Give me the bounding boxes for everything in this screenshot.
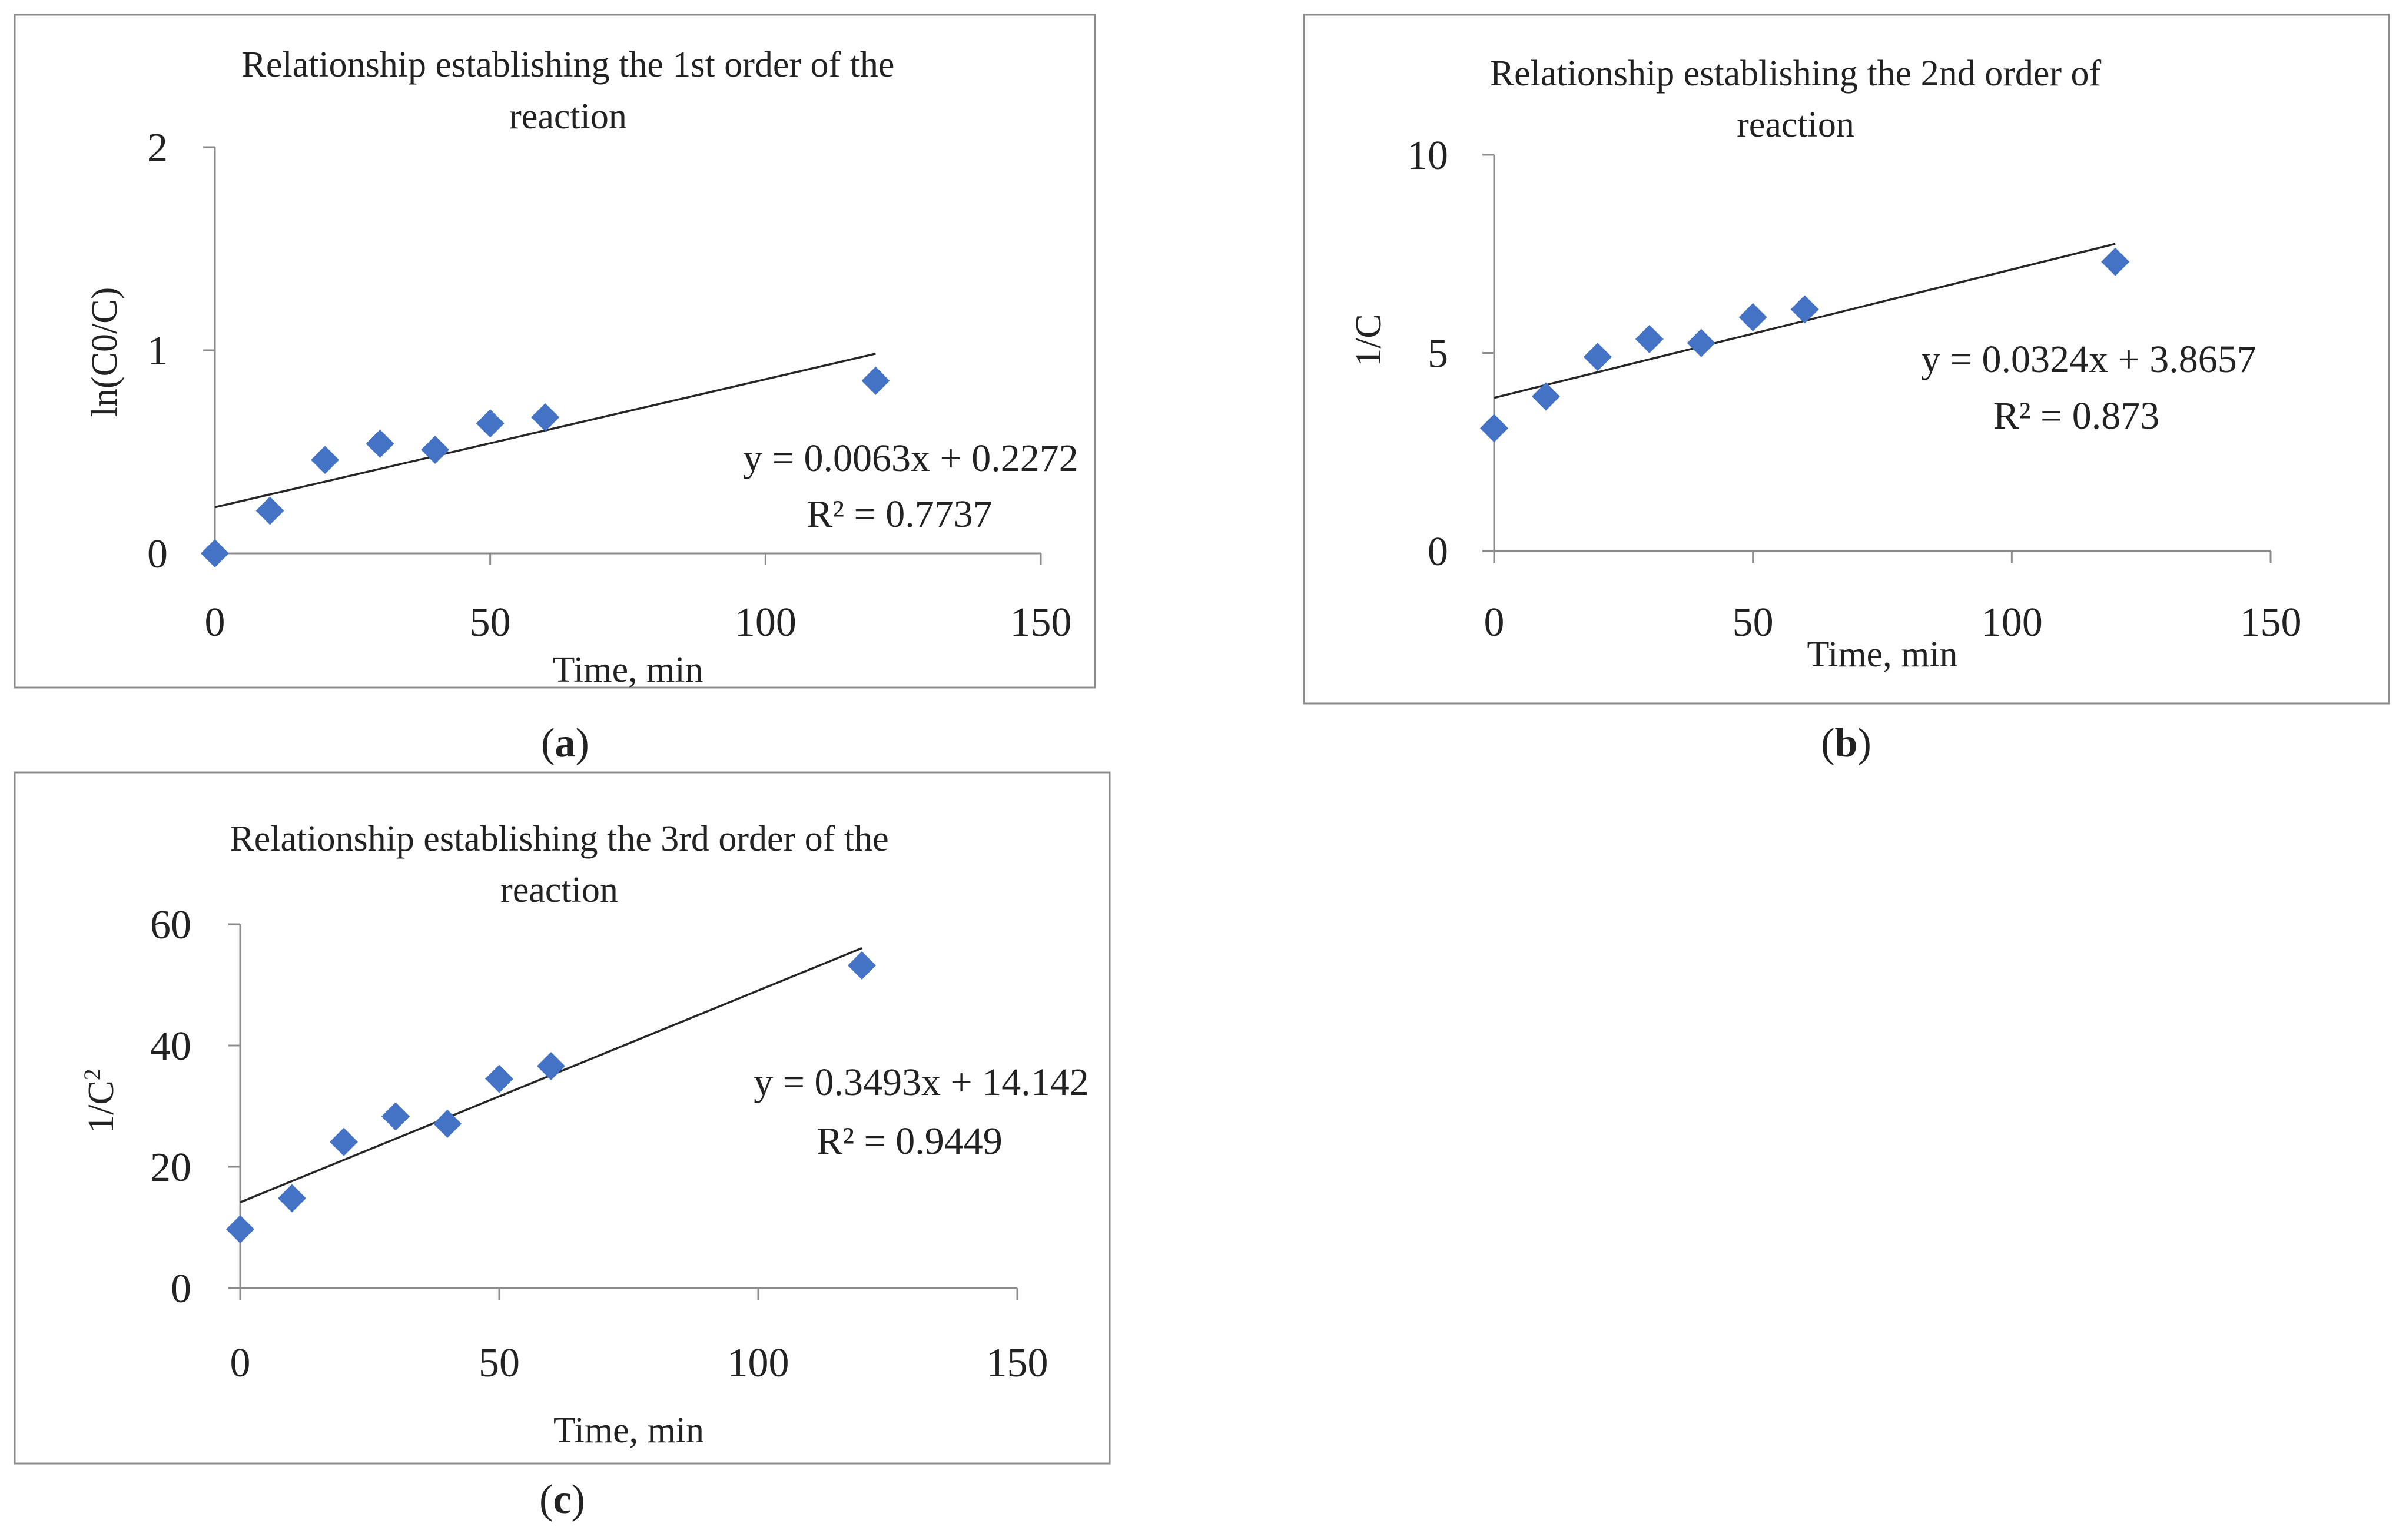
y-tick-label: 10: [1407, 133, 1448, 178]
data-point: [1687, 328, 1715, 357]
panel-label-close-paren: ): [1857, 721, 1871, 766]
panel-label-letter: a: [555, 721, 576, 766]
data-point: [226, 1215, 254, 1244]
y-axis-label: ln(C0/C): [85, 287, 125, 417]
chart-panel-b: Relationship establishing the 2nd order …: [1303, 14, 2390, 766]
y-tick-label: 0: [1428, 529, 1448, 575]
y-tick-label: 60: [150, 902, 191, 948]
chart-title-line: reaction: [1737, 105, 1854, 145]
panel-label-letter: c: [553, 1477, 571, 1522]
y-axis-label-superscript: 2: [79, 1068, 105, 1080]
y-axis-label-text: 1/C: [1349, 314, 1389, 367]
x-tick-label: 100: [735, 600, 797, 645]
y-tick-label: 40: [150, 1024, 191, 1069]
data-point: [381, 1102, 410, 1131]
data-point: [278, 1184, 306, 1213]
trendline-equation: y = 0.0063x + 0.2272: [743, 437, 1078, 480]
x-tick-label: 100: [1981, 600, 2043, 645]
panel-label-open-paren: (: [541, 721, 555, 766]
data-point: [1531, 382, 1560, 411]
data-point: [311, 446, 340, 474]
x-tick-label: 0: [230, 1340, 251, 1386]
x-axis-label: Time, min: [553, 1410, 704, 1451]
r-squared-label: R² = 0.7737: [807, 493, 993, 536]
chart-frame: [14, 771, 1111, 1465]
panel-label: (a): [541, 721, 589, 766]
data-point: [433, 1109, 462, 1138]
x-tick-label: 100: [728, 1340, 789, 1386]
chart-panel-a: Relationship establishing the 1st order …: [14, 14, 1096, 766]
data-point: [421, 436, 450, 464]
x-tick-label: 150: [2240, 600, 2302, 645]
y-axis-label: 1/C: [1349, 314, 1389, 367]
chart-frame: [14, 14, 1096, 689]
panel-label: (b): [1821, 721, 1871, 766]
panel-label: (c): [539, 1477, 585, 1522]
data-point: [1583, 343, 1612, 371]
panel-label-close-paren: ): [576, 721, 589, 766]
chart-title-line: reaction: [509, 97, 627, 137]
data-point: [2101, 247, 2130, 276]
panel-label-open-paren: (: [1821, 721, 1834, 766]
data-point: [330, 1127, 358, 1156]
data-point: [537, 1052, 565, 1081]
y-axis-label-text: ln(C0/C): [85, 287, 125, 417]
chart-title-line: reaction: [500, 870, 618, 910]
panel-label-letter: b: [1835, 721, 1858, 766]
x-tick-label: 150: [987, 1340, 1048, 1386]
chart-title-line: Relationship establishing the 1st order …: [242, 45, 895, 85]
data-point: [1480, 414, 1508, 443]
chart-title-line: Relationship establishing the 2nd order …: [1490, 54, 2102, 94]
y-tick-label: 0: [171, 1266, 191, 1312]
y-tick-label: 5: [1428, 331, 1448, 377]
data-point: [366, 429, 394, 458]
y-axis-label-text: 1/C: [81, 1080, 121, 1133]
y-tick-label: 0: [147, 532, 168, 577]
y-axis-label: 1/C2: [79, 1068, 121, 1133]
data-point: [531, 403, 560, 432]
x-tick-label: 150: [1010, 600, 1072, 645]
panel-label-close-paren: ): [572, 1477, 585, 1522]
chart-title-line: Relationship establishing the 3rd order …: [230, 819, 888, 859]
x-tick-label: 0: [1484, 600, 1505, 645]
data-point: [848, 951, 876, 980]
y-tick-label: 2: [147, 125, 168, 171]
data-point: [1738, 303, 1767, 331]
x-tick-label: 50: [479, 1340, 520, 1386]
data-point: [485, 1064, 513, 1093]
data-point: [255, 496, 284, 525]
trendline-equation: y = 0.3493x + 14.142: [754, 1061, 1089, 1104]
y-tick-label: 20: [150, 1145, 191, 1190]
data-point: [476, 409, 505, 438]
y-tick-label: 1: [147, 328, 168, 374]
x-tick-label: 50: [1733, 600, 1774, 645]
chart-frame: [1303, 14, 2390, 705]
x-axis-label: Time, min: [1807, 635, 1957, 675]
x-tick-label: 0: [205, 600, 225, 645]
data-point: [1635, 324, 1664, 353]
trendline-equation: y = 0.0324x + 3.8657: [1921, 338, 2256, 381]
x-axis-label: Time, min: [552, 650, 703, 690]
chart-panel-c: Relationship establishing the 3rd order …: [14, 771, 1111, 1522]
x-tick-label: 50: [470, 600, 511, 645]
data-point: [861, 366, 890, 395]
data-point: [1790, 295, 1819, 324]
r-squared-label: R² = 0.873: [1993, 394, 2160, 437]
r-squared-label: R² = 0.9449: [817, 1120, 1003, 1163]
data-point: [201, 539, 229, 567]
panel-label-open-paren: (: [539, 1477, 553, 1522]
